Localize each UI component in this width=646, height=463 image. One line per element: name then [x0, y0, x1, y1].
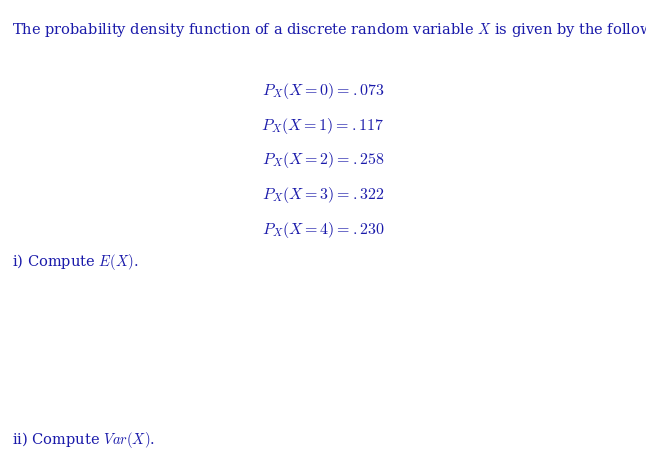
Text: i) Compute $E(X)$.: i) Compute $E(X)$.: [12, 252, 138, 272]
Text: $P_X(X = 1) = .117$: $P_X(X = 1) = .117$: [262, 116, 384, 136]
Text: $P_X(X = 3) = .322$: $P_X(X = 3) = .322$: [262, 185, 384, 205]
Text: $P_X(X = 0) = .073$: $P_X(X = 0) = .073$: [262, 81, 384, 101]
Text: $P_X(X = 2) = .258$: $P_X(X = 2) = .258$: [262, 150, 384, 170]
Text: $P_X(X = 4) = .230$: $P_X(X = 4) = .230$: [262, 220, 384, 240]
Text: The probability density function of a discrete random variable $X$ is given by t: The probability density function of a di…: [12, 21, 646, 39]
Text: ii) Compute $Var(X)$.: ii) Compute $Var(X)$.: [12, 430, 154, 450]
